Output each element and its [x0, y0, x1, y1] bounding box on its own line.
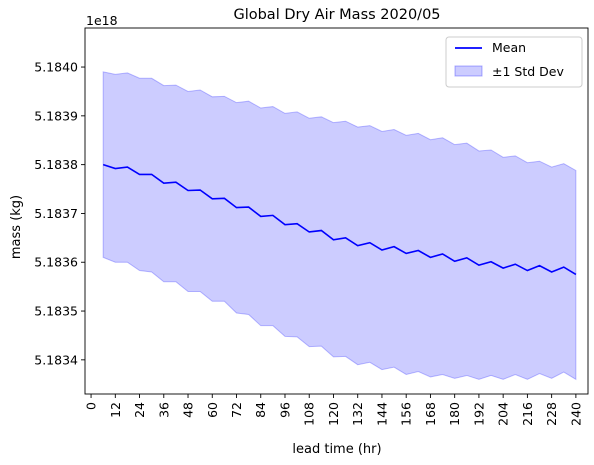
std-dev-band: [102, 71, 577, 381]
plot-frame: [84, 27, 589, 395]
y-tick-label: 5.1839: [34, 108, 78, 123]
x-tick-label: 192: [471, 402, 486, 426]
x-tick-label: 180: [447, 402, 462, 426]
y-tick-label: 5.1834: [34, 352, 78, 367]
x-tick-label: 120: [326, 402, 341, 426]
x-tick-label: 0: [84, 402, 99, 410]
y-tick-label: 5.1835: [34, 304, 78, 319]
y-axis-label: mass (kg): [9, 195, 24, 259]
x-tick-label: 48: [181, 402, 196, 418]
x-tick-label: 168: [423, 402, 438, 426]
x-tick-label: 24: [132, 402, 147, 418]
x-tick-label: 108: [302, 402, 317, 426]
y-offset-label: 1e18: [86, 13, 118, 28]
x-tick-label: 156: [399, 402, 414, 426]
legend-band-label: ±1 Std Dev: [492, 64, 564, 79]
legend-mean-label: Mean: [492, 40, 526, 55]
x-tick-label: 12: [108, 402, 123, 418]
plot-area: [102, 71, 577, 381]
x-axis-label: lead time (hr): [292, 442, 381, 457]
x-tick-label: 204: [496, 402, 511, 426]
chart-title: Global Dry Air Mass 2020/05: [233, 7, 440, 23]
x-tick-label: 132: [350, 402, 365, 426]
x-tick-label: 144: [374, 402, 389, 426]
x-tick-label: 72: [229, 402, 244, 418]
mean-series-line: [102, 163, 577, 276]
axes: 0 12 24 36 48 60 72 84 96 108 120 132 144 156 168 180 19…: [34, 27, 589, 426]
x-tick-label: 240: [568, 402, 583, 426]
x-tick-label: 36: [156, 402, 171, 418]
x-tick-label: 96: [277, 402, 292, 418]
y-tick-label: 5.1838: [34, 157, 78, 172]
x-tick-label: 228: [544, 402, 559, 426]
y-tick-label: 5.1840: [34, 60, 78, 75]
y-tick-label: 5.1837: [34, 206, 78, 221]
legend-frame: [445, 36, 583, 88]
legend: Mean ±1 Std Dev: [445, 36, 583, 88]
x-tick-label: 84: [253, 402, 268, 418]
y-tick-label: 5.1836: [34, 255, 78, 270]
legend-band-swatch: [454, 65, 483, 77]
x-tick-label: 216: [520, 402, 535, 426]
x-tick-label: 60: [205, 402, 220, 418]
